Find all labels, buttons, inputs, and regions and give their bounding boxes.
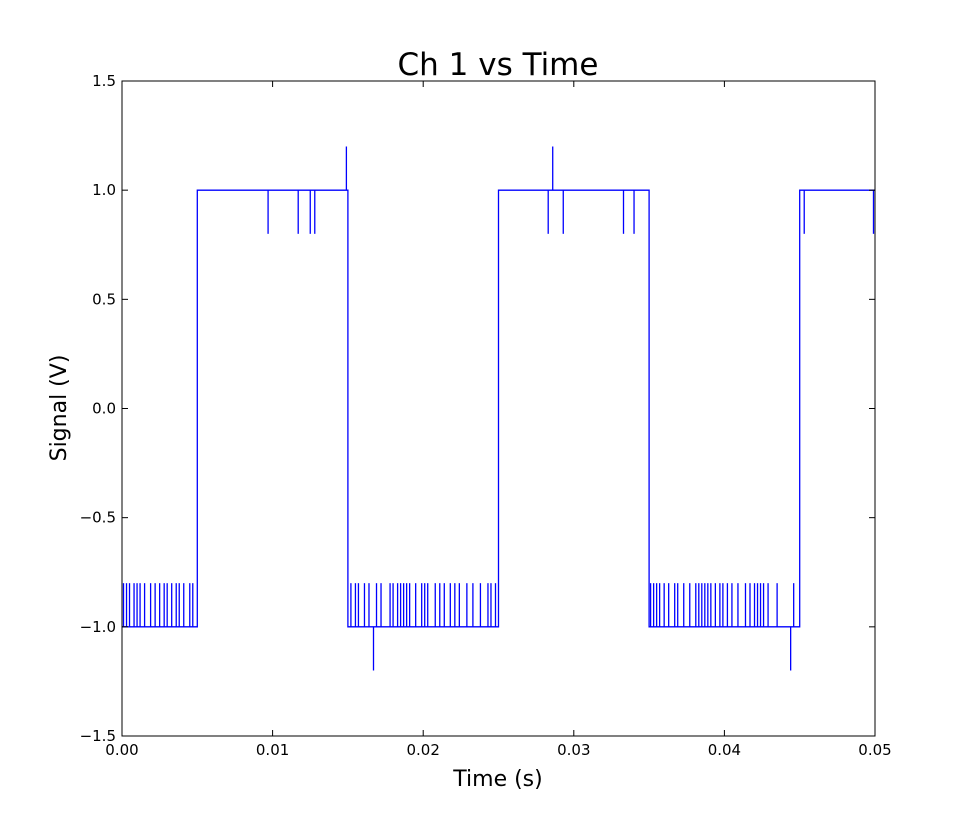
signal-series-line xyxy=(122,189,875,628)
x-tick-label: 0.01 xyxy=(256,741,289,759)
y-tick-label: 0.0 xyxy=(92,400,116,418)
x-tick-label: 0.00 xyxy=(105,741,138,759)
y-tick-label: −0.5 xyxy=(80,509,116,527)
x-tick-label: 0.03 xyxy=(557,741,590,759)
y-tick-label: 1.5 xyxy=(92,72,116,90)
x-tick-label: 0.05 xyxy=(858,741,891,759)
y-tick-label: 1.0 xyxy=(92,181,116,199)
plot-area xyxy=(122,146,875,671)
y-axis-label: Signal (V) xyxy=(47,355,72,462)
x-tick-label: 0.02 xyxy=(406,741,439,759)
y-tick-label: −1.0 xyxy=(80,618,116,636)
chart-title: Ch 1 vs Time xyxy=(398,47,599,83)
axis-ticks: 0.00 0.01 0.02 0.03 0.04 0.05 −1.5 −1.0 −0.5 0.0 0… xyxy=(80,72,892,759)
y-tick-label: −1.5 xyxy=(80,727,116,745)
x-tick-label: 0.04 xyxy=(708,741,741,759)
x-axis-label: Time (s) xyxy=(452,767,542,792)
y-tick-label: 0.5 xyxy=(92,290,116,308)
